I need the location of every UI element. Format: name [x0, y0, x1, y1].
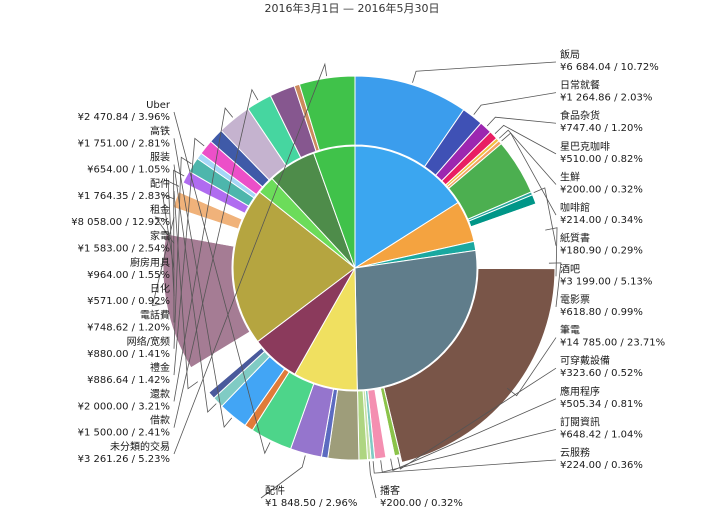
slice-label-value: ¥180.90 / 0.29% [560, 246, 643, 257]
slice-label-value: ¥748.62 / 1.20% [87, 322, 170, 333]
outer-ring [162, 75, 556, 464]
leader-line-4 [498, 129, 557, 185]
slice-label-value: ¥1 500.00 / 2.41% [78, 428, 170, 439]
slice-label-value: ¥3 199.00 / 5.13% [560, 276, 652, 287]
leader-line-34 [173, 137, 205, 376]
leader-line-28 [154, 216, 175, 244]
slice-label-value: ¥886.64 / 1.42% [87, 375, 170, 386]
leader-line-9 [545, 227, 558, 277]
leader-line-0 [412, 61, 557, 83]
slice-label-name: 可穿戴設備 [560, 354, 610, 367]
slice-label-name: 筆電 [560, 324, 580, 337]
slice-label-value: ¥510.00 / 0.82% [560, 154, 643, 165]
leader-line-11 [506, 337, 557, 397]
slice-label-value: ¥14 785.00 / 23.71% [560, 338, 665, 349]
leader-line-27 [151, 217, 175, 307]
slice-label-value: ¥224.00 / 0.36% [560, 460, 643, 471]
slice-label-value: ¥200.00 / 0.32% [560, 184, 643, 195]
slice-label-value: ¥8 058.00 / 12.92% [71, 217, 170, 228]
inner-slice-9 [313, 145, 356, 269]
leader-line-13 [390, 398, 557, 472]
leader-lines [151, 61, 562, 499]
slice-label-name: 食品杂货 [560, 109, 600, 122]
slice-label-value: ¥1 848.50 / 2.96% [265, 498, 357, 509]
slice-label-value: ¥505.34 / 0.81% [560, 399, 643, 410]
slice-label-name: 配件 [265, 485, 285, 497]
leader-line-15 [372, 459, 557, 474]
leader-line-5 [501, 132, 557, 216]
slice-label-name: 咖啡館 [560, 201, 590, 214]
slice-label-value: ¥747.40 / 1.20% [560, 123, 643, 134]
slice-label-name: 借款 [150, 414, 170, 427]
leader-line-1 [473, 92, 557, 115]
leader-line-29 [162, 193, 175, 270]
slice-label-value: ¥648.42 / 1.04% [560, 429, 643, 440]
slice-label-value: ¥2 470.84 / 3.96% [78, 112, 170, 123]
slice-label-name: 配件 [150, 178, 170, 190]
slice-label-name: 禮金 [150, 361, 170, 374]
leader-line-3 [494, 124, 557, 155]
slice-label-name: 日化 [150, 282, 170, 295]
slice-label-value: ¥1 751.00 / 2.81% [78, 138, 170, 149]
chart-title: 2016年3月1日 — 2016年5月30日 [265, 1, 440, 15]
leader-line-36 [173, 107, 234, 402]
leader-line-40 [173, 62, 328, 455]
slice-label-value: ¥618.80 / 0.99% [560, 307, 643, 318]
slice-label-name: 訂閱資訊 [560, 415, 600, 428]
slice-label-name: 紙質書 [560, 232, 590, 245]
leader-line-23 [173, 138, 233, 429]
slice-label-name: 租金 [150, 203, 170, 216]
slice-label-name: 家電 [150, 230, 170, 243]
slice-label-value: ¥1 264.86 / 2.03% [560, 93, 652, 104]
slice-label-value: ¥571.00 / 0.92% [87, 296, 170, 307]
slice-label-name: 播客 [380, 484, 400, 497]
slice-label-value: ¥964.00 / 1.55% [87, 270, 170, 281]
slice-label-name: 星巴克咖啡 [560, 141, 610, 153]
slice-label-value: ¥200.00 / 0.32% [380, 498, 463, 509]
slice-label-name: 高铁 [150, 124, 170, 137]
slice-label-value: ¥323.60 / 0.52% [560, 368, 643, 379]
leader-line-26 [173, 190, 199, 390]
slice-label-name: 飯局 [560, 48, 580, 61]
slice-label-value: ¥880.00 / 1.41% [87, 349, 170, 360]
inner-slice-0 [354, 145, 459, 269]
slice-label-name: 生鮮 [560, 170, 580, 183]
slice-label-name: Uber [146, 100, 171, 111]
outer-slice-11 [383, 267, 556, 464]
inner-ring [232, 145, 478, 391]
slice-label-name: 日常就餐 [560, 79, 600, 92]
slice-label-name: 電話費 [140, 308, 170, 321]
slice-label-name: 還款 [150, 387, 170, 400]
slice-label-value: ¥654.00 / 1.05% [87, 165, 170, 176]
leader-line-2 [486, 116, 557, 127]
slice-label-value: ¥1 583.00 / 2.54% [78, 244, 170, 255]
leader-line-16 [369, 461, 377, 499]
slice-label-name: 廚房用具 [130, 256, 170, 269]
slice-label-value: ¥3 261.26 / 5.23% [78, 454, 170, 465]
leader-line-32 [173, 156, 192, 349]
slice-label-value: ¥2 000.00 / 3.21% [78, 401, 170, 412]
slice-labels: 飯局¥6 684.04 / 10.72% 日常就餐¥1 264.86 / 2.03… [71, 48, 665, 509]
inner-slice-3 [354, 249, 478, 391]
inner-slice-6 [232, 191, 356, 343]
slice-label-value: ¥6 684.04 / 10.72% [560, 62, 659, 73]
slice-label-name: 酒吧 [560, 263, 580, 275]
slice-label-name: 未分類的交易 [110, 440, 170, 453]
leader-line-37 [173, 88, 259, 428]
leader-line-30 [167, 180, 180, 297]
leader-line-10 [548, 262, 562, 307]
leader-line-12 [397, 367, 557, 470]
slice-label-name: 服装 [150, 151, 170, 164]
leader-line-20 [260, 455, 306, 499]
slice-label-value: ¥214.00 / 0.34% [560, 215, 643, 226]
slice-label-name: 應用程序 [560, 385, 600, 398]
leader-line-7 [533, 187, 557, 246]
slice-label-name: 電影票 [560, 294, 590, 306]
slice-label-name: 云服務 [560, 446, 590, 459]
slice-label-name: 网络/宽频 [127, 335, 170, 348]
slice-label-value: ¥1 764.35 / 2.83% [78, 191, 170, 202]
